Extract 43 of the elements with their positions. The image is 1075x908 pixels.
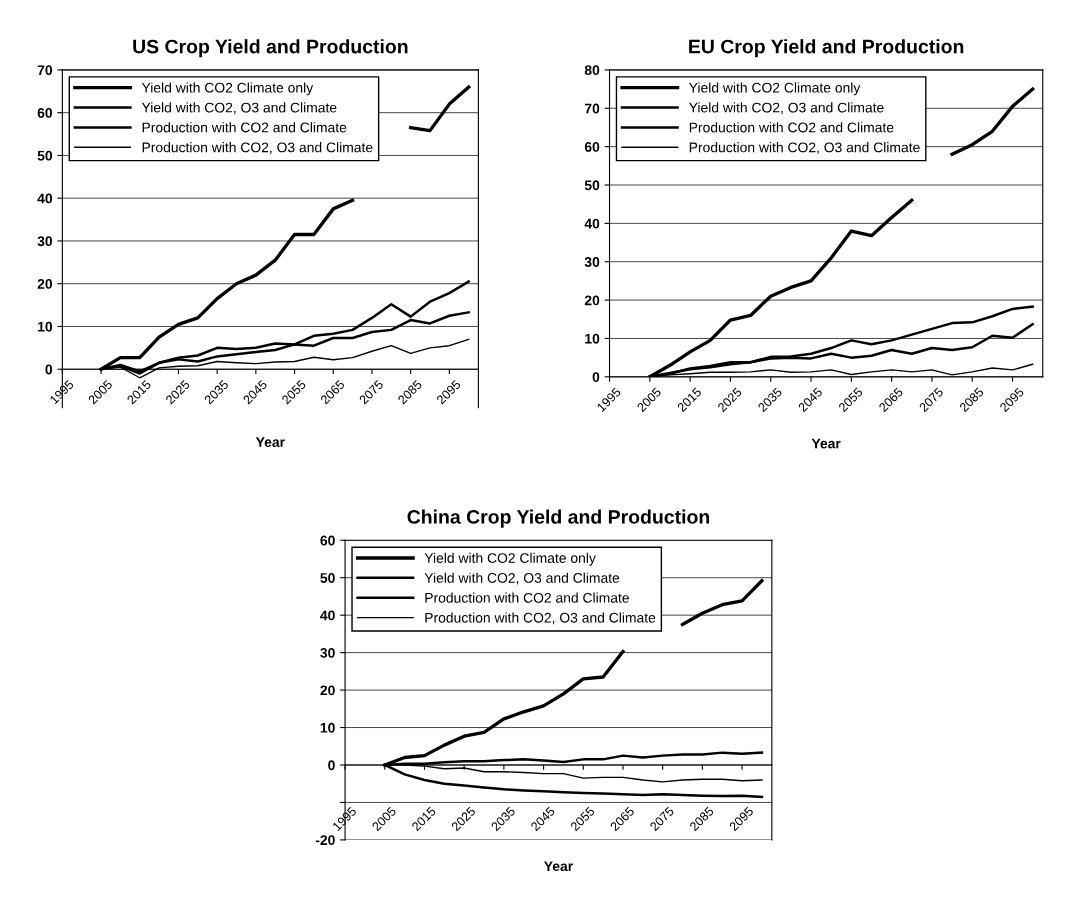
y-tick-label: 80 [584,65,600,76]
y-tick-label: 70 [37,65,53,76]
y-tick-label: 50 [320,573,335,583]
legend-label: Yield with CO2 Climate only [424,552,596,566]
y-tick-label: 20 [37,279,53,289]
y-tick-label: 10 [320,722,335,733]
y-tick-label: 20 [584,295,600,306]
y-tick-label: 60 [37,108,53,118]
y-tick-label: 60 [320,535,335,546]
legend-label: Production with CO2 and Climate [142,122,347,133]
y-tick-label: 50 [584,180,600,191]
legend-label: Yield with CO2, O3 and Climate [689,102,884,115]
y-tick-label: 10 [38,321,53,332]
y-tick-label: 50 [37,150,53,161]
y-tick-label: -20 [315,835,335,846]
y-tick-label: 60 [584,141,600,152]
x-axis-title: Year [544,861,573,872]
y-tick-label: 0 [45,364,53,375]
chart-title: US Crop Yield and Production [133,39,408,58]
y-tick-label: 0 [592,372,600,382]
legend-label: Production with CO2 and Climate [689,122,894,133]
legend-label: Yield with CO2, O3 and Climate [141,102,337,115]
legend-label: Production with CO2 and Climate [425,592,629,603]
chart-title: China Crop Yield and Production [407,509,710,528]
x-axis-title: Year [255,437,285,447]
y-tick-label: 40 [584,218,600,229]
x-axis-title: Year [811,438,841,449]
y-tick-label: 70 [584,103,600,114]
legend-label: Yield with CO2, O3 and Climate [424,572,620,585]
y-tick-label: 10 [585,333,600,344]
legend-label: Production with CO2, O3 and Climate [425,612,656,625]
y-tick-label: 40 [320,610,335,621]
legend-label: Yield with CO2 Climate only [141,82,314,96]
legend-label: Yield with CO2 Climate only [689,82,861,96]
y-tick-label: 0 [328,760,335,771]
y-tick-label: 30 [320,647,335,658]
chart-title: EU Crop Yield and Production [689,39,964,58]
legend-label: Production with CO2, O3 and Climate [689,142,920,154]
y-tick-label: 40 [37,193,53,204]
y-tick-label: 30 [584,257,600,267]
legend-label: Production with CO2, O3 and Climate [142,142,373,154]
y-tick-label: 30 [37,236,53,247]
y-tick-label: 20 [320,685,335,696]
